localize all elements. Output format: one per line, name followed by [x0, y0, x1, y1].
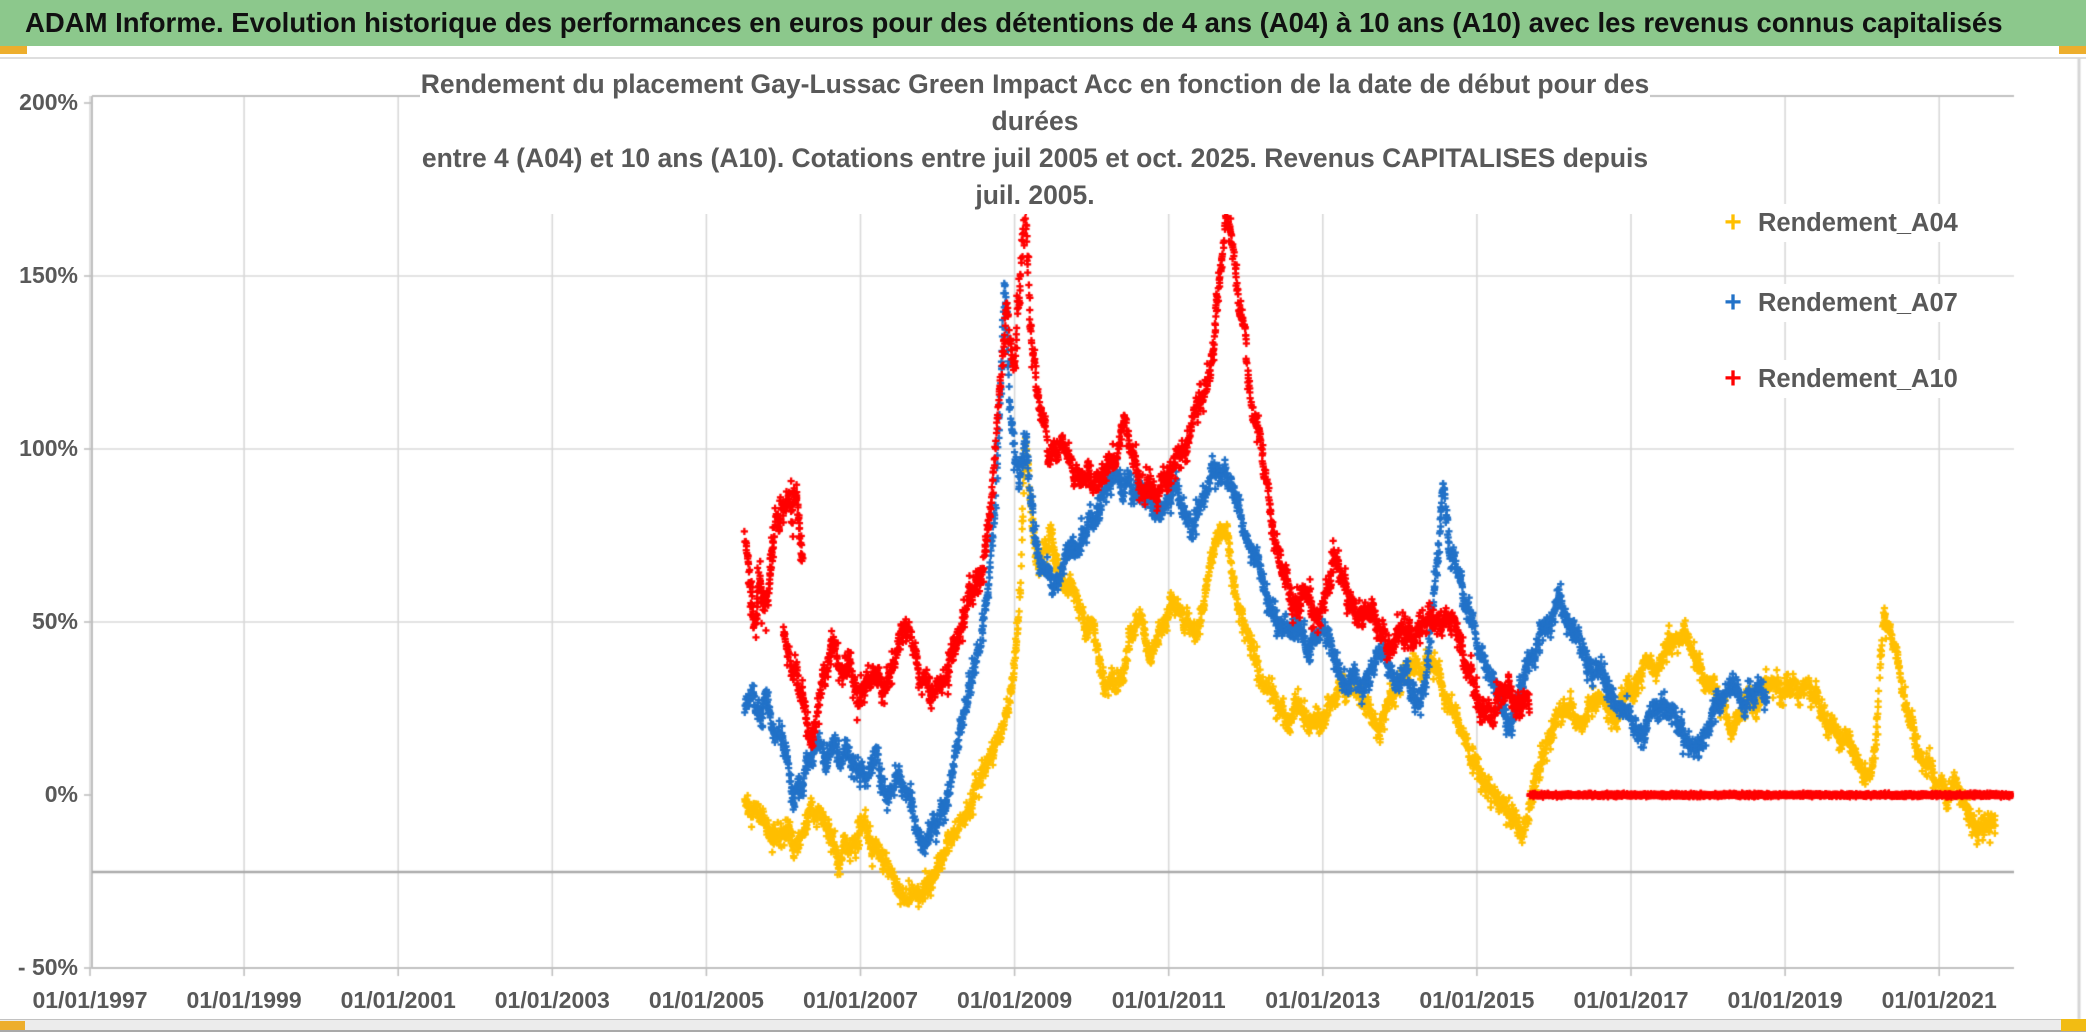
- chart-title-line1: Rendement du placement Gay-Lussac Green …: [420, 69, 1650, 136]
- y-axis-label: - 50%: [17, 954, 78, 980]
- x-axis-label: 01/01/2017: [1573, 987, 1689, 1013]
- legend-item-a07[interactable]: + Rendement_A07: [1712, 284, 1968, 322]
- x-axis-label: 01/01/2013: [1265, 987, 1381, 1013]
- x-axis-label: 01/01/2001: [340, 987, 456, 1013]
- legend-marker-a07-icon: +: [1724, 286, 1742, 319]
- legend-item-a04[interactable]: + Rendement_A04: [1712, 204, 1968, 242]
- bottom-bar: [0, 1019, 2086, 1032]
- y-axis-label: 200%: [19, 89, 78, 115]
- x-axis-label: 01/01/2003: [494, 987, 610, 1013]
- legend-marker-a04-icon: +: [1724, 206, 1742, 239]
- legend-label-a04: Rendement_A04: [1758, 208, 1958, 237]
- bottom-accent-right: [2061, 1019, 2086, 1031]
- legend-marker-a10-icon: +: [1724, 362, 1742, 395]
- x-axis-label: 01/01/2005: [648, 987, 764, 1013]
- x-axis-label: 01/01/1999: [186, 987, 302, 1013]
- chart-title-line2: entre 4 (A04) et 10 ans (A10). Cotations…: [421, 143, 1649, 210]
- x-axis-label: 01/01/2019: [1727, 987, 1843, 1013]
- x-axis-label: 01/01/2021: [1881, 987, 1997, 1013]
- y-axis-label: 150%: [19, 262, 78, 288]
- y-axis-label: 100%: [19, 435, 78, 461]
- legend-item-a10[interactable]: + Rendement_A10: [1712, 360, 1968, 398]
- x-axis-label: 01/01/2015: [1419, 987, 1535, 1013]
- chart-title: Rendement du placement Gay-Lussac Green …: [420, 66, 1650, 214]
- y-axis-label: 50%: [31, 608, 78, 634]
- x-axis-label: 01/01/1997: [32, 987, 148, 1013]
- x-axis-label: 01/01/2011: [1111, 987, 1226, 1013]
- legend-label-a07: Rendement_A07: [1758, 288, 1958, 317]
- bottom-accent-left: [0, 1021, 25, 1030]
- x-axis-label: 01/01/2009: [957, 987, 1073, 1013]
- x-axis-label: 01/01/2007: [802, 987, 919, 1013]
- legend-label-a10: Rendement_A10: [1758, 364, 1958, 393]
- y-axis-label: 0%: [44, 781, 78, 807]
